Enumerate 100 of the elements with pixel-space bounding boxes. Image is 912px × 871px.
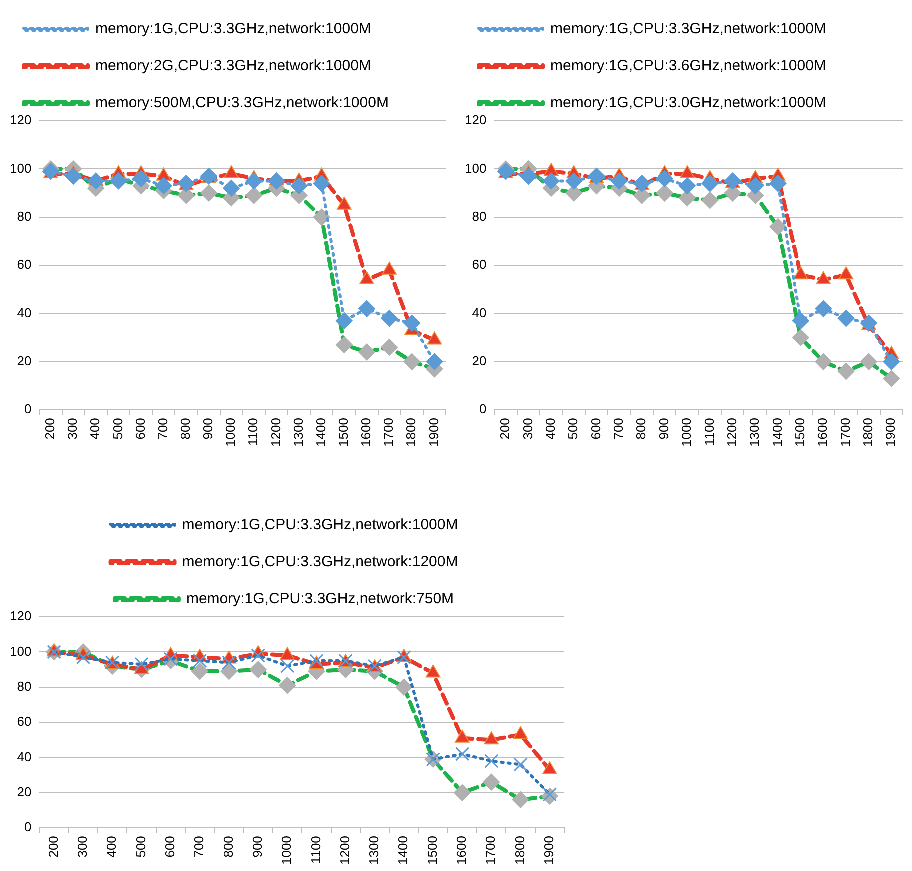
point <box>164 652 178 666</box>
x-tick-label: 500 <box>133 836 148 858</box>
x-tick-label: 800 <box>220 836 236 858</box>
y-tick-label: 120 <box>464 112 487 128</box>
x-tick-label: 1200 <box>724 418 740 447</box>
point <box>192 663 209 680</box>
y-tick-label: 0 <box>24 402 32 417</box>
point <box>313 208 330 226</box>
y-tick-label: 20 <box>472 353 487 368</box>
x-tick-label: 500 <box>566 418 581 440</box>
x-tick-label: 400 <box>104 836 120 858</box>
point <box>132 170 150 188</box>
x-tick-label: 500 <box>110 418 126 440</box>
x-tick-label: 1700 <box>381 418 396 447</box>
point <box>76 650 91 665</box>
y-tick-label: 60 <box>17 714 32 730</box>
y-tick-label: 100 <box>464 160 487 176</box>
point <box>88 172 105 190</box>
legend-label: memory:1G,CPU:3.3GHz,network:1000M <box>96 20 372 38</box>
point <box>656 184 674 202</box>
x-tick-label: 200 <box>498 418 513 440</box>
point <box>883 370 900 388</box>
legend-label: memory:1G,CPU:3.3GHz,network:1000M <box>182 516 458 534</box>
point <box>358 300 376 318</box>
point <box>200 184 218 202</box>
y-tick-label: 40 <box>17 305 32 320</box>
point <box>656 170 674 188</box>
x-tick-label: 1000 <box>223 418 238 447</box>
x-tick-label: 700 <box>155 418 170 440</box>
point <box>222 656 236 670</box>
x-tick-label: 1000 <box>279 836 294 865</box>
x-tick-label: 400 <box>88 418 103 440</box>
point <box>792 329 810 346</box>
point <box>747 178 764 195</box>
point <box>770 218 787 236</box>
point <box>396 678 413 696</box>
x-tick-label: 1800 <box>404 418 419 447</box>
x-tick-label: 800 <box>634 418 649 440</box>
point <box>520 168 538 185</box>
x-tick-label: 1300 <box>290 418 306 447</box>
point <box>250 661 267 678</box>
x-tick-label: 1500 <box>792 418 808 447</box>
y-tick-label: 0 <box>479 402 487 417</box>
point <box>290 178 308 195</box>
x-tick-label: 200 <box>42 418 58 440</box>
y-tick-label: 120 <box>10 112 32 128</box>
point <box>134 657 149 672</box>
point <box>358 344 376 361</box>
x-tick-label: 1400 <box>770 418 785 447</box>
legend-label: memory:1G,CPU:3.0GHz,network:1000M <box>550 94 826 112</box>
x-tick-label: 1900 <box>883 418 898 447</box>
x-tick-label: 600 <box>588 418 604 440</box>
x-tick-label: 1900 <box>426 418 442 447</box>
x-tick-label: 1700 <box>483 836 498 865</box>
y-tick-label: 40 <box>17 749 32 764</box>
x-tick-label: 1800 <box>860 418 876 447</box>
point <box>313 175 330 192</box>
x-tick-label: 1800 <box>512 836 528 865</box>
x-tick-label: 600 <box>162 836 178 858</box>
x-tick-label: 900 <box>200 418 216 440</box>
x-tick-label: 700 <box>192 836 207 858</box>
point <box>155 178 172 195</box>
point <box>815 300 832 318</box>
point <box>404 353 421 370</box>
x-tick-label: 1400 <box>313 418 328 447</box>
point <box>483 774 500 791</box>
point <box>220 663 238 680</box>
point <box>815 353 832 370</box>
x-tick-label: 200 <box>46 836 61 858</box>
x-tick-label: 1700 <box>838 418 853 447</box>
point <box>512 791 530 808</box>
y-tick-label: 100 <box>10 160 32 176</box>
x-tick-label: 1500 <box>424 836 440 865</box>
x-tick-label: 300 <box>75 836 90 858</box>
point <box>514 758 528 772</box>
y-tick-label: 80 <box>17 678 32 694</box>
point <box>336 312 353 330</box>
point <box>770 175 787 192</box>
x-tick-label: 700 <box>611 418 626 440</box>
x-tick-label: 1000 <box>679 418 694 447</box>
point <box>404 314 421 332</box>
x-tick-label: 1600 <box>358 418 374 447</box>
legend-label: memory:1G,CPU:3.3GHz,network:750M <box>186 590 454 608</box>
point <box>279 677 296 694</box>
y-tick-label: 120 <box>10 608 32 624</box>
point <box>251 648 266 663</box>
point <box>65 168 82 185</box>
point <box>610 172 628 190</box>
x-tick-label: 1100 <box>308 836 324 864</box>
point <box>192 654 208 668</box>
point <box>268 172 286 190</box>
point <box>484 754 499 768</box>
point <box>397 650 412 665</box>
x-tick-label: 900 <box>250 836 265 858</box>
x-tick-label: 600 <box>132 418 148 440</box>
x-tick-label: 1100 <box>702 418 717 446</box>
point <box>883 353 900 370</box>
point <box>542 172 560 190</box>
y-tick-label: 80 <box>17 208 32 224</box>
point <box>455 747 470 762</box>
